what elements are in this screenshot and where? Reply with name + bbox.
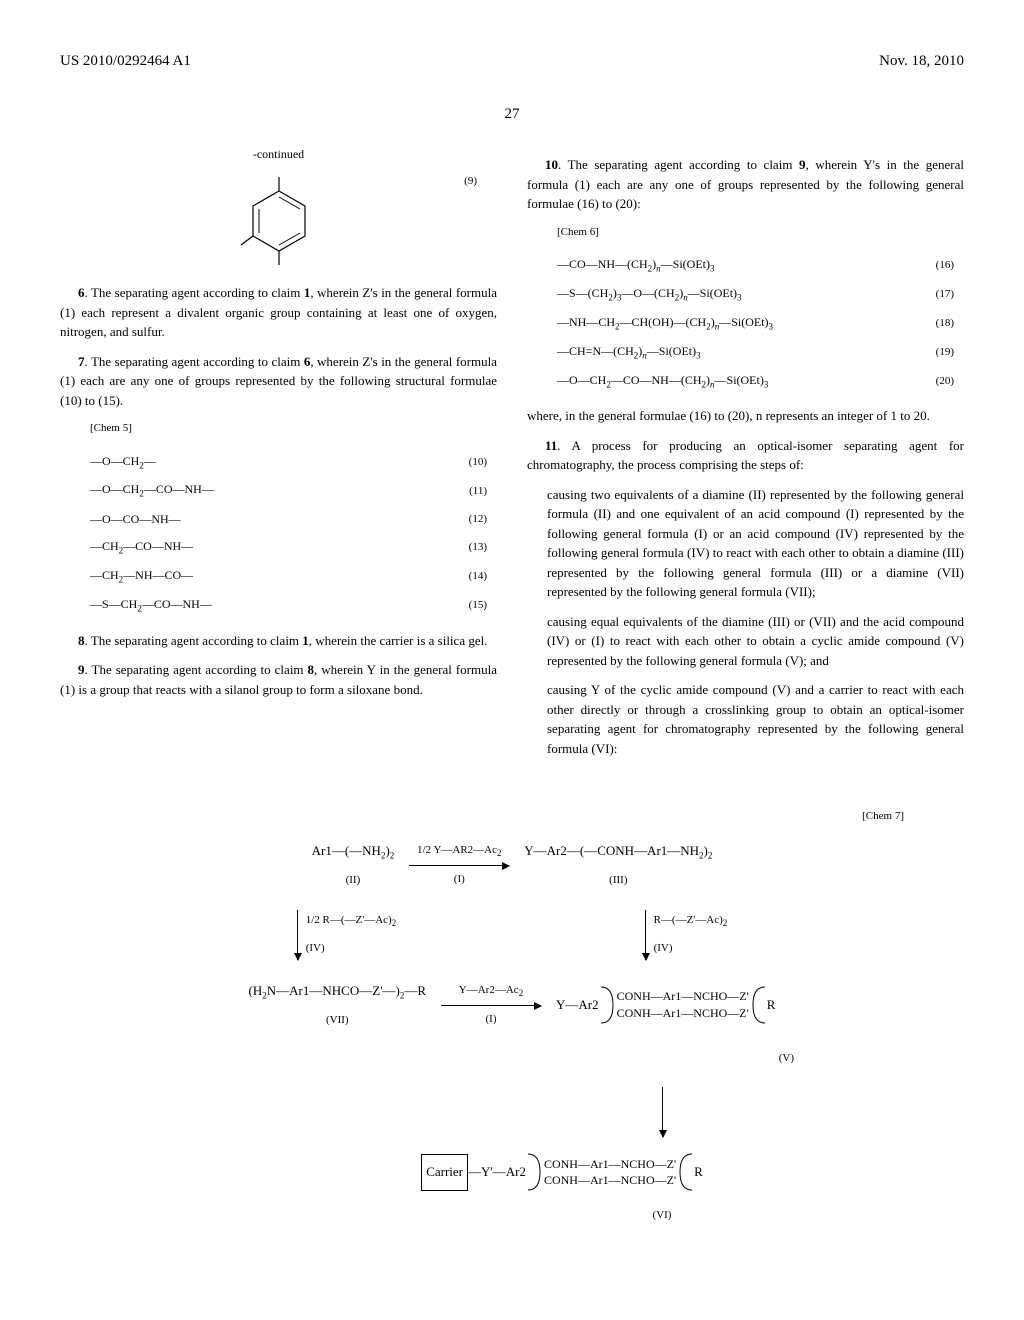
compound-vi-y: —Y'—Ar2 xyxy=(468,1156,526,1189)
claim-11-intro: 11. A process for producing an optical-i… xyxy=(527,436,964,475)
benzene-structure xyxy=(229,173,329,273)
claim-11-step1: causing two equivalents of a diamine (II… xyxy=(527,485,964,602)
reagent-iv-right: R—(—Z'—Ac)2 xyxy=(654,907,728,935)
compound-vi-label: (VI) xyxy=(100,1202,924,1230)
compound-iv-label-right: (IV) xyxy=(654,935,728,963)
formula-20: —O—CH2—CO—NH—(CH2)n—Si(OEt)3 (20) xyxy=(557,371,964,392)
formula-12: —O—CO—NH— (12) xyxy=(90,509,497,529)
left-column: -continued (9) 6. The separating agent a… xyxy=(60,145,497,768)
formula-13: —CH2—CO—NH— (13) xyxy=(90,537,497,558)
bracket-close-icon-2 xyxy=(676,1152,694,1192)
formula-19: —CH=N—(CH2)n—Si(OEt)3 (19) xyxy=(557,342,964,363)
publication-date: Nov. 18, 2010 xyxy=(879,50,964,73)
compound-i-label-2: (I) xyxy=(441,1006,541,1034)
compound-vii: (H2N—Ar1—NHCO—Z'—)2—R xyxy=(249,975,426,1008)
compound-ii: Ar1—(—NH2)2 xyxy=(312,835,395,868)
reaction-scheme: [Chem 7] Ar1—(—NH2)2 (II) 1/2 Y—AR2—Ac2 … xyxy=(60,808,964,1230)
compound-iii: Y—Ar2—(—CONH—Ar1—NH2)2 xyxy=(524,835,712,868)
claim-8: 8. The separating agent according to cla… xyxy=(60,631,497,651)
compound-v-branch2: CONH—Ar1—NCHO—Z' xyxy=(617,1005,749,1022)
claim-6: 6. The separating agent according to cla… xyxy=(60,283,497,342)
claim-7: 7. The separating agent according to cla… xyxy=(60,352,497,411)
formula-11: —O—CH2—CO—NH— (11) xyxy=(90,480,497,501)
chem5-label: [Chem 5] xyxy=(90,420,497,437)
formula-note: where, in the general formulae (16) to (… xyxy=(527,406,964,426)
reagent-i-mid: Y—Ar2—Ac2 xyxy=(441,977,541,1005)
arrow-down-right xyxy=(645,910,646,960)
compound-v-r: R xyxy=(767,989,776,1022)
claim-10: 10. The separating agent according to cl… xyxy=(527,155,964,214)
compound-v-label: (V) xyxy=(100,1045,924,1073)
formula-17: —S—(CH2)3—O—(CH2)n—Si(OEt)3 (17) xyxy=(557,284,964,305)
arrow-right-1 xyxy=(409,865,509,866)
formula-18: —NH—CH2—CH(OH)—(CH2)n—Si(OEt)3 (18) xyxy=(557,313,964,334)
reagent-i-top: 1/2 Y—AR2—Ac2 xyxy=(409,837,509,865)
patent-number: US 2010/0292464 A1 xyxy=(60,50,191,73)
right-column: 10. The separating agent according to cl… xyxy=(527,145,964,768)
formula-14: —CH2—NH—CO— (14) xyxy=(90,566,497,587)
bracket-icon-2 xyxy=(526,1152,544,1192)
formula-16: —CO—NH—(CH2)n—Si(OEt)3 (16) xyxy=(557,255,964,276)
page-number: 27 xyxy=(60,103,964,126)
arrow-down-left xyxy=(297,910,298,960)
bracket-close-icon xyxy=(749,985,767,1025)
compound-iv-label-left: (IV) xyxy=(306,935,397,963)
compound-v-left: Y—Ar2 xyxy=(556,989,599,1022)
compound-ii-label: (II) xyxy=(312,867,395,895)
carrier-box: Carrier xyxy=(421,1154,468,1191)
arrow-down-final xyxy=(662,1087,663,1137)
compound-i-label: (I) xyxy=(409,866,509,894)
compound-vi-branch1: CONH—Ar1—NCHO—Z' xyxy=(544,1156,676,1173)
claim-9: 9. The separating agent according to cla… xyxy=(60,660,497,699)
chem6-label: [Chem 6] xyxy=(557,224,964,241)
continued-label: -continued xyxy=(60,145,497,163)
arrow-right-2 xyxy=(441,1005,541,1006)
reagent-iv-left: 1/2 R—(—Z'—Ac)2 xyxy=(306,907,397,935)
compound-v-branch1: CONH—Ar1—NCHO—Z' xyxy=(617,988,749,1005)
compound-iii-label: (III) xyxy=(524,867,712,895)
bracket-icon xyxy=(599,985,617,1025)
claim-11-step3: causing Y of the cyclic amide compound (… xyxy=(527,680,964,758)
formula-9-number: (9) xyxy=(464,173,477,190)
chem7-label: [Chem 7] xyxy=(60,808,964,825)
compound-vi-branch2: CONH—Ar1—NCHO—Z' xyxy=(544,1172,676,1189)
formula-10: —O—CH2— (10) xyxy=(90,452,497,473)
claim-11-step2: causing equal equivalents of the diamine… xyxy=(527,612,964,671)
compound-vii-label: (VII) xyxy=(249,1007,426,1035)
formula-15: —S—CH2—CO—NH— (15) xyxy=(90,595,497,616)
compound-vi-r: R xyxy=(694,1156,703,1189)
